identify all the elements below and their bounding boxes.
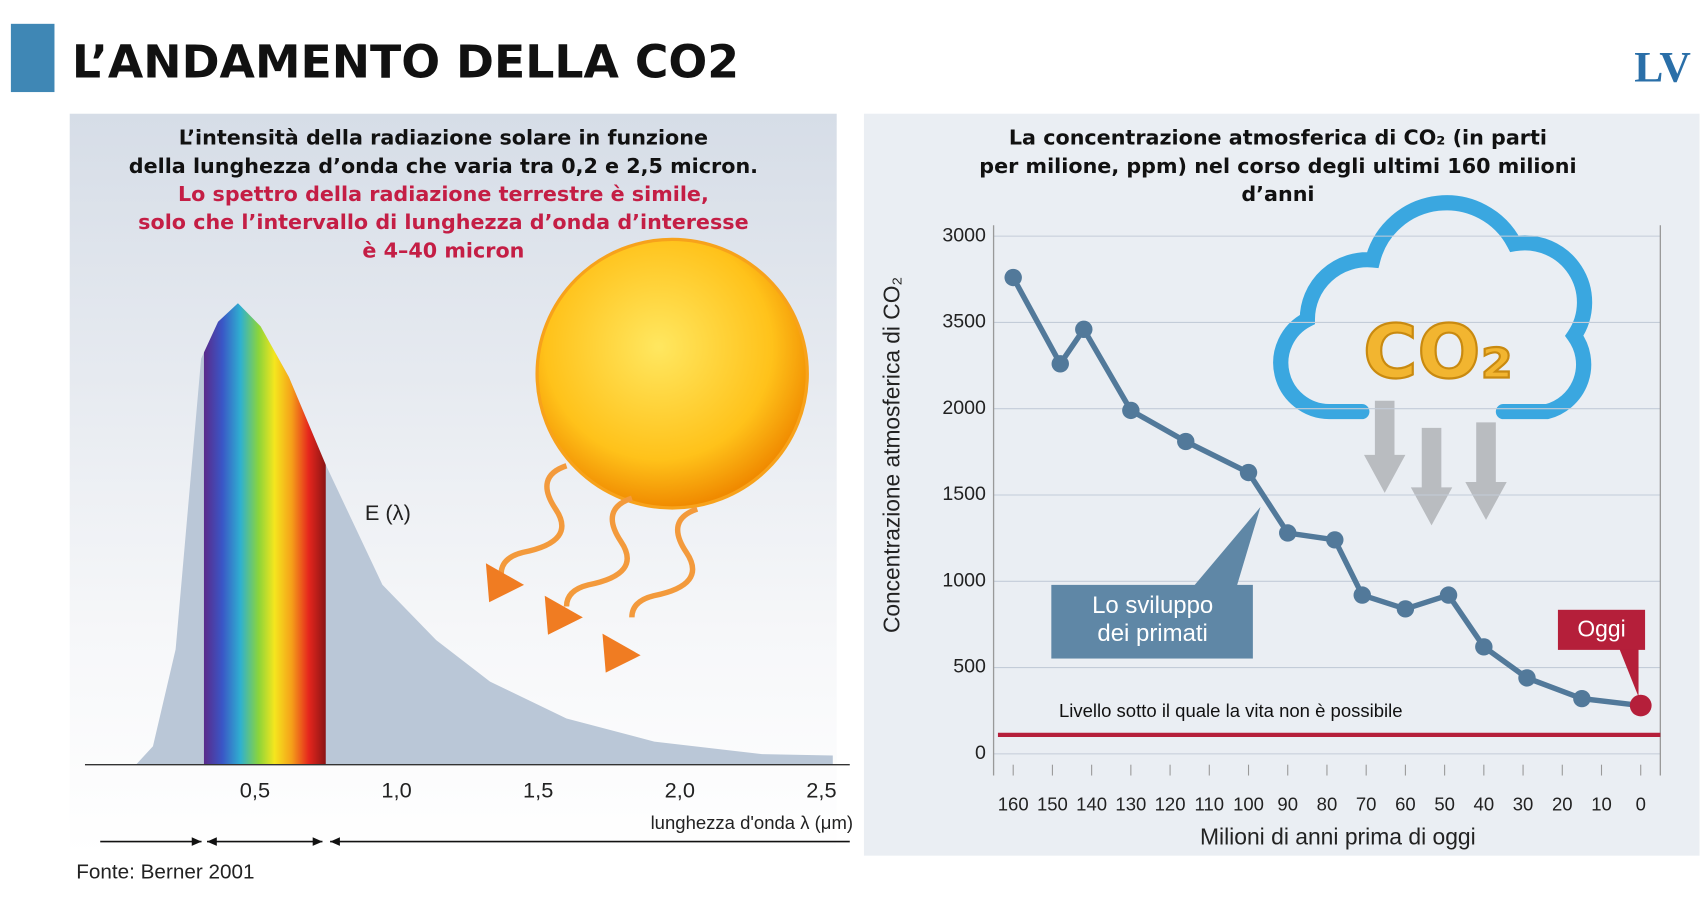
x-tick-label: 2,5 bbox=[806, 778, 836, 803]
ray bbox=[629, 506, 699, 618]
data-point bbox=[1122, 401, 1140, 420]
data-point bbox=[1075, 320, 1093, 338]
x-tick-label: 140 bbox=[1076, 794, 1107, 815]
page-title: L’ANDAMENTO DELLA CO2 bbox=[72, 36, 739, 89]
data-point bbox=[1353, 586, 1371, 604]
chart-subtitle: solo che l’intervallo di lunghezza d’ond… bbox=[138, 210, 748, 234]
x-tick-label: 80 bbox=[1317, 794, 1338, 815]
data-point bbox=[1239, 463, 1258, 482]
x-tick-label: 2,0 bbox=[665, 778, 695, 803]
ray-heads bbox=[485, 563, 641, 673]
data-point bbox=[1439, 586, 1458, 604]
x-axis-label: Milioni di anni prima di oggi bbox=[1200, 823, 1476, 849]
arrow-head bbox=[191, 837, 202, 846]
data-point bbox=[1518, 669, 1536, 687]
y-tick-label: 3500 bbox=[942, 311, 986, 333]
x-tick-label: 30 bbox=[1513, 794, 1534, 815]
cloud-label: CO₂ bbox=[1363, 310, 1513, 396]
x-tick-label: 0 bbox=[1636, 794, 1646, 815]
highlight-pointer bbox=[1618, 647, 1639, 697]
chart-subtitle: è 4–40 micron bbox=[362, 238, 524, 262]
data-point bbox=[1573, 689, 1591, 708]
arrow-head bbox=[206, 837, 217, 846]
chart-title: della lunghezza d’onda che varia tra 0,2… bbox=[129, 154, 758, 178]
highlight-label: Oggi bbox=[1577, 615, 1625, 641]
annotation: Lo sviluppo bbox=[1092, 592, 1213, 619]
x-tick-label: 110 bbox=[1195, 794, 1225, 815]
data-point bbox=[1396, 600, 1415, 618]
y-tick-label: 1500 bbox=[942, 483, 986, 505]
data-point bbox=[1629, 694, 1652, 717]
down-arrow bbox=[1410, 427, 1453, 526]
x-tick-label: 0,5 bbox=[240, 778, 270, 803]
annotation-pointer bbox=[1192, 506, 1261, 588]
chart-title: per milione, ppm) nel corso degli ultimi… bbox=[979, 154, 1576, 178]
right-panel bbox=[863, 113, 1700, 856]
y-axis-label: Concentrazione atmosferica di CO₂ bbox=[878, 277, 904, 633]
ray-head bbox=[485, 563, 525, 603]
arrow-head bbox=[330, 837, 340, 846]
ray bbox=[563, 495, 633, 607]
y-tick-label: 1000 bbox=[942, 569, 986, 591]
sun bbox=[535, 237, 809, 510]
x-tick-label: 50 bbox=[1434, 794, 1455, 815]
x-tick-label: 160 bbox=[998, 794, 1029, 815]
range-heads bbox=[191, 837, 340, 846]
chart-title: La concentrazione atmosferica di CO₂ (in… bbox=[1009, 126, 1547, 150]
threshold-label: Livello sotto il quale la vita non è pos… bbox=[1059, 700, 1403, 721]
x-tick-label: 90 bbox=[1277, 794, 1298, 815]
chart-subtitle: Lo spettro della radiazione terrestre è … bbox=[178, 182, 709, 206]
ray bbox=[498, 463, 568, 575]
x-tick-label: 60 bbox=[1395, 794, 1416, 815]
rays bbox=[498, 463, 699, 618]
x-tick-label: 70 bbox=[1356, 794, 1377, 815]
header-mark bbox=[10, 23, 55, 93]
chart-title: d’anni bbox=[1241, 182, 1314, 206]
x-tick-label: 40 bbox=[1474, 794, 1495, 815]
data-point bbox=[1279, 524, 1297, 542]
chart-title: L’intensità della radiazione solare in f… bbox=[179, 126, 708, 150]
logo: LV bbox=[1634, 44, 1691, 92]
data-point bbox=[1475, 638, 1493, 656]
x-tick-label: 1,0 bbox=[381, 778, 411, 803]
x-tick-label: 150 bbox=[1037, 794, 1068, 815]
y-tick-label: 0 bbox=[975, 742, 986, 764]
data-point bbox=[1326, 531, 1344, 549]
ray-head bbox=[544, 595, 583, 635]
data-point bbox=[1051, 355, 1069, 373]
y-tick-label: 2000 bbox=[942, 397, 986, 419]
x-tick-label: 10 bbox=[1591, 794, 1612, 815]
cloud bbox=[1273, 195, 1593, 420]
x-tick-label: 1,5 bbox=[523, 778, 553, 803]
x-tick-label: 120 bbox=[1155, 794, 1186, 815]
x-axis-label: lunghezza d'onda λ (μm) bbox=[651, 812, 853, 833]
x-tick-label: 130 bbox=[1115, 794, 1146, 815]
highlight-box bbox=[1557, 609, 1646, 650]
ray-head bbox=[602, 633, 641, 673]
y-tick-label: 3000 bbox=[942, 224, 986, 246]
data-point bbox=[1004, 268, 1022, 287]
curve-label: E (λ) bbox=[365, 500, 411, 525]
data-point bbox=[1177, 432, 1195, 451]
arrow-head bbox=[312, 837, 323, 846]
x-tick-label: 20 bbox=[1552, 794, 1573, 815]
x-tick-label: 100 bbox=[1233, 794, 1264, 815]
y-tick-label: 500 bbox=[953, 656, 986, 678]
annotation-box bbox=[1051, 584, 1253, 659]
down-arrow bbox=[1364, 400, 1406, 493]
source: Fonte: Berner 2001 bbox=[76, 860, 254, 883]
annotation: dei primati bbox=[1097, 620, 1207, 647]
